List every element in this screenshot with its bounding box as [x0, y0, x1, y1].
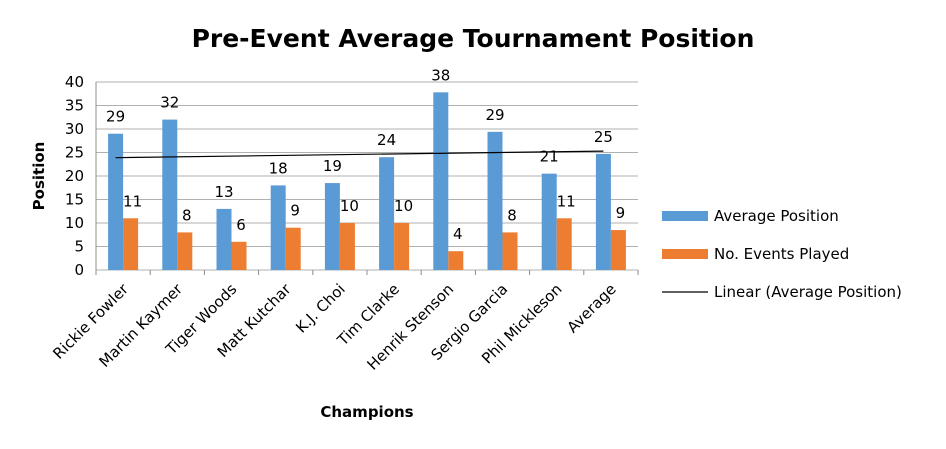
data-label: 25 [594, 128, 613, 146]
bar-average-position [487, 131, 503, 270]
y-tick-label: 40 [65, 73, 84, 91]
y-axis-title: Position [30, 142, 48, 211]
data-label: 24 [377, 131, 396, 149]
legend-item-events-played: No. Events Played [662, 245, 849, 263]
bar-events-played [556, 218, 572, 270]
x-axis-title: Champions [320, 403, 413, 421]
bar-events-played [394, 223, 410, 270]
data-label: 38 [431, 66, 450, 84]
y-tick-label: 20 [65, 167, 84, 185]
data-label: 8 [182, 206, 192, 224]
legend-swatch [662, 211, 708, 221]
bar-average-position [595, 153, 611, 270]
y-tick-label: 0 [74, 261, 84, 279]
trendline [115, 150, 604, 159]
data-label: 13 [214, 183, 233, 201]
y-tick-label: 5 [74, 238, 84, 256]
data-label: 21 [540, 148, 559, 166]
bar-events-played [610, 230, 626, 270]
data-label: 11 [557, 192, 576, 210]
data-label: 29 [106, 108, 125, 126]
legend-item-trendline: Linear (Average Position) [662, 283, 902, 301]
bar-average-position [216, 208, 232, 270]
data-label: 8 [507, 206, 517, 224]
data-label: 9 [616, 204, 626, 222]
category-label: Average [563, 280, 619, 336]
bar-events-played [448, 251, 464, 270]
data-label: 10 [340, 197, 359, 215]
y-tick-label: 15 [65, 191, 84, 209]
data-label: 9 [290, 202, 300, 220]
data-label: 32 [160, 94, 179, 112]
trendline-line [115, 150, 604, 159]
legend: Average Position No. Events Played Linear … [662, 207, 902, 301]
data-label: 10 [394, 197, 413, 215]
bar-events-played [285, 227, 301, 270]
bar-average-position [270, 185, 286, 270]
y-tick-label: 10 [65, 214, 84, 232]
data-label: 29 [485, 106, 504, 124]
legend-swatch [662, 249, 708, 259]
axes: 0 5 10 15 20 25 30 35 40 [65, 73, 639, 279]
bars [108, 92, 626, 270]
legend-label: Linear (Average Position) [714, 283, 902, 301]
data-labels: 29 11 32 8 136 18 9 19 10 24 10 38 4 29 8 21 11 25 9 [106, 66, 625, 243]
legend-label: No. Events Played [714, 245, 849, 263]
bar-average-position [433, 92, 449, 270]
bar-average-position [162, 119, 178, 270]
bar-events-played [502, 232, 518, 270]
bar-average-position [379, 157, 395, 270]
y-tick-label: 30 [65, 120, 84, 138]
data-label: 11 [123, 192, 142, 210]
y-tick-label: 25 [65, 144, 84, 162]
bar-events-played [339, 223, 355, 270]
bar-average-position [541, 173, 557, 270]
bar-average-position [108, 133, 124, 270]
data-label: 19 [323, 157, 342, 175]
legend-label: Average Position [714, 207, 839, 225]
data-label: 18 [269, 159, 288, 177]
data-label: 6 [236, 216, 246, 234]
bar-events-played [177, 232, 193, 270]
legend-item-average-position: Average Position [662, 207, 839, 225]
bar-events-played [123, 218, 139, 270]
y-tick-label: 35 [65, 97, 84, 115]
chart-title: Pre-Event Average Tournament Position [192, 24, 755, 53]
bar-events-played [231, 241, 247, 270]
category-label: K.J. Choi [292, 280, 348, 336]
bar-average-position [324, 183, 340, 270]
data-label: 4 [453, 225, 463, 243]
